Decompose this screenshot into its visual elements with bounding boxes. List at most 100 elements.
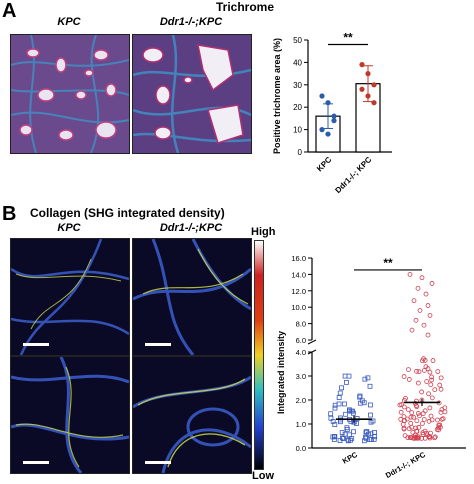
chart-b-point-0-14 <box>354 421 359 426</box>
chart-a: 0 10 20 30 40 50 KPC Ddr1-/-; KPC ** <box>293 30 392 195</box>
chart-b-point-1-92 <box>419 435 424 441</box>
chart-b-point-1-80 <box>414 368 419 374</box>
chart-b-point-0-51 <box>344 379 349 385</box>
chart-b-point-1-78 <box>435 417 440 423</box>
shg-image-ddr1-2 <box>132 356 252 474</box>
chart-b-point-1-88 <box>420 430 426 436</box>
chart-a-ytick-label-1: 10 <box>293 126 302 135</box>
chart-b-point-1-73 <box>420 411 426 416</box>
panel-b-label-kpc: KPC <box>57 222 81 234</box>
chart-b-point-1-90 <box>427 405 433 411</box>
chart-b-ytick-lower-label-1: 1.0 <box>296 420 306 429</box>
chart-b-point-0-58 <box>368 412 373 418</box>
chart-a-point-1-2 <box>371 82 377 88</box>
chart-b-outlier-9 <box>413 317 419 323</box>
chart-a-point-1-3 <box>359 86 365 92</box>
chart-a-point-0-3 <box>319 127 325 133</box>
chart-b-point-1-98 <box>402 433 408 438</box>
chart-b-point-0-13 <box>342 373 348 379</box>
chart-a-point-1-0 <box>359 62 365 68</box>
chart-b-point-0-61 <box>351 429 356 435</box>
trichrome-image-kpc <box>10 34 130 154</box>
chart-a-point-1-4 <box>365 93 371 99</box>
chart-b-point-1-107 <box>429 395 435 401</box>
chart-a-point-0-5 <box>331 113 337 119</box>
chart-b-point-1-108 <box>411 435 417 441</box>
chart-b-outlier-7 <box>417 308 423 313</box>
panel-a-label-ddr1: Ddr1-/-;KPC <box>159 16 223 28</box>
chart-b-outlier-1 <box>419 275 425 281</box>
chart-b-point-0-53 <box>359 398 365 404</box>
chart-b-point-1-68 <box>422 358 428 363</box>
colorbar-high-label: High <box>251 226 276 238</box>
panel-b-label-ddr1: Ddr1-/-;KPC <box>159 222 223 234</box>
chart-b-point-0-48 <box>370 418 376 424</box>
chart-a-ytick-label-2: 20 <box>293 103 302 112</box>
chart-a-point-1-5 <box>371 100 377 106</box>
chart-b-axis-break-1 <box>307 339 317 345</box>
chart-b-ytick-upper-label-5: 16.0 <box>291 254 306 263</box>
chart-b-point-1-104 <box>412 401 418 406</box>
chart-b-point-0-41 <box>344 426 350 432</box>
chart-b-outlier-2 <box>429 281 435 286</box>
shg-image-ddr1-1 <box>132 238 252 356</box>
chart-b-point-0-22 <box>368 431 374 437</box>
chart-b-point-0-69 <box>361 438 367 444</box>
chart-b-ytick-upper-label-3: 12.0 <box>291 287 306 296</box>
chart-b-point-0-57 <box>331 437 337 442</box>
chart-b-point-0-37 <box>367 383 373 389</box>
chart-b-point-1-38 <box>406 377 412 382</box>
chart-a-point-1-1 <box>365 71 371 77</box>
chart-b-ylabel: Integrated intensity <box>276 330 286 414</box>
chart-b-point-1-103 <box>397 402 403 408</box>
panel-a-title: Trichrome <box>215 0 275 14</box>
chart-b-point-1-15 <box>416 369 422 375</box>
chart-b-point-1-17 <box>437 382 443 388</box>
chart-a-xtick-label-0: KPC <box>315 155 333 173</box>
chart-a-ytick-label-5: 50 <box>293 36 302 45</box>
chart-b-point-1-69 <box>413 425 419 431</box>
chart-b-sig-label: ** <box>383 256 393 270</box>
chart-b-point-1-106 <box>401 404 407 410</box>
chart-b-point-1-42 <box>408 414 414 420</box>
chart-b-point-1-10 <box>415 411 421 416</box>
chart-b-point-0-49 <box>350 408 355 414</box>
chart-b-point-1-27 <box>440 416 446 422</box>
chart-b-point-0-25 <box>357 393 363 399</box>
chart-b-point-1-2 <box>426 391 431 397</box>
chart-b-outlier-6 <box>425 303 431 308</box>
chart-b-point-0-40 <box>328 411 334 417</box>
chart-b-point-1-86 <box>404 416 410 422</box>
chart-b-point-1-67 <box>426 434 432 440</box>
chart-b-ytick-upper-label-1: 8.0 <box>296 320 306 329</box>
chart-b-point-0-21 <box>369 437 374 442</box>
chart-b-point-0-59 <box>339 385 344 391</box>
chart-b-point-1-4 <box>432 435 437 441</box>
chart-b-xtick-label-1: Ddr1-/-; KPC <box>384 450 428 480</box>
chart-b-point-0-39 <box>357 394 363 400</box>
chart-b-point-0-60 <box>328 415 334 421</box>
chart-b-point-1-16 <box>428 413 434 419</box>
chart-b-point-1-58 <box>415 380 421 386</box>
chart-b-point-0-19 <box>363 434 368 440</box>
chart-a-xtick-label-1: Ddr1-/-; KPC <box>333 155 373 195</box>
chart-a-ylabel: Positive trichrome area (%) <box>272 37 282 154</box>
chart-b-point-1-47 <box>406 367 411 373</box>
chart-a-point-0-1 <box>325 100 331 106</box>
chart-b-point-1-84 <box>424 379 430 384</box>
chart-b-point-1-109 <box>413 434 419 440</box>
chart-a-point-0-4 <box>325 131 331 137</box>
chart-b-point-1-85 <box>398 409 404 415</box>
chart-b-ytick-upper-label-0: 6.0 <box>296 336 306 345</box>
chart-b-point-0-62 <box>345 437 351 443</box>
colorbar-low-label: Low <box>252 470 274 482</box>
chart-b-point-1-89 <box>405 407 411 412</box>
chart-b-outlier-8 <box>427 313 433 318</box>
chart-b-point-1-8 <box>414 418 420 424</box>
chart-b-point-0-64 <box>337 390 343 396</box>
chart-b-point-1-52 <box>409 410 415 416</box>
chart-b-point-1-54 <box>419 389 425 395</box>
chart-b-point-0-15 <box>342 401 347 407</box>
chart-b-point-1-101 <box>439 407 445 412</box>
chart-b-ytick-lower-label-3: 3.0 <box>296 372 306 381</box>
